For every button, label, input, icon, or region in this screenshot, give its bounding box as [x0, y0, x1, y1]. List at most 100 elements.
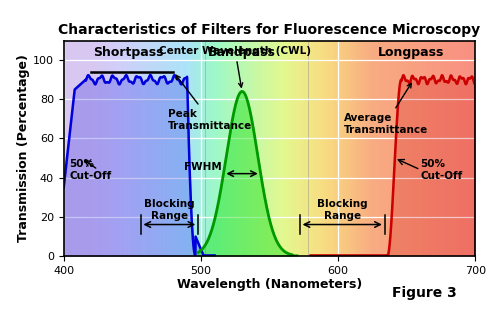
Bar — [229, 41, 231, 256]
Bar — [165, 41, 167, 256]
Bar — [411, 41, 413, 256]
Bar — [333, 41, 335, 256]
Bar — [326, 41, 328, 256]
Bar — [223, 41, 225, 256]
Bar — [283, 41, 285, 256]
Bar — [260, 41, 262, 256]
Bar — [148, 41, 150, 256]
Bar — [111, 41, 113, 256]
Bar — [105, 41, 107, 256]
Bar — [306, 41, 308, 256]
Bar — [378, 41, 380, 256]
Bar — [471, 41, 473, 256]
Bar — [287, 41, 289, 256]
Bar — [89, 41, 91, 256]
Bar — [308, 41, 310, 256]
Bar — [76, 41, 78, 256]
Bar — [70, 41, 72, 256]
Text: Longpass: Longpass — [378, 46, 444, 59]
Bar — [457, 41, 459, 256]
Bar — [403, 41, 405, 256]
Bar — [213, 41, 215, 256]
Bar — [376, 41, 378, 256]
Bar — [171, 41, 173, 256]
Bar — [219, 41, 221, 256]
Bar — [202, 41, 204, 256]
Bar — [279, 41, 281, 256]
Text: Figure 3: Figure 3 — [392, 285, 457, 300]
Bar — [328, 41, 331, 256]
Bar — [335, 41, 337, 256]
Bar — [153, 41, 155, 256]
Bar — [204, 41, 206, 256]
Bar — [436, 41, 438, 256]
Bar — [159, 41, 161, 256]
Bar — [362, 41, 364, 256]
Bar — [66, 41, 68, 256]
Bar — [196, 41, 198, 256]
Bar — [289, 41, 291, 256]
Bar — [107, 41, 109, 256]
Bar — [473, 41, 475, 256]
Bar — [184, 41, 186, 256]
Bar — [432, 41, 434, 256]
Bar — [200, 41, 202, 256]
Bar — [142, 41, 145, 256]
Bar — [442, 41, 444, 256]
Bar — [99, 41, 101, 256]
Text: Average
Transmittance: Average Transmittance — [343, 83, 428, 134]
Bar — [262, 41, 264, 256]
Bar — [93, 41, 95, 256]
Bar — [256, 41, 258, 256]
Bar — [78, 41, 80, 256]
Bar — [467, 41, 469, 256]
Bar — [211, 41, 213, 256]
Bar — [343, 41, 345, 256]
Bar — [391, 41, 392, 256]
Bar — [167, 41, 169, 256]
Bar — [331, 41, 333, 256]
Bar — [275, 41, 277, 256]
Bar — [347, 41, 349, 256]
Bar — [208, 41, 211, 256]
Bar — [405, 41, 407, 256]
Bar — [225, 41, 227, 256]
Bar — [233, 41, 235, 256]
Bar — [120, 41, 122, 256]
Bar — [192, 41, 194, 256]
Bar — [221, 41, 223, 256]
Bar — [434, 41, 436, 256]
Bar — [258, 41, 260, 256]
Text: 50%
Cut-Off: 50% Cut-Off — [69, 159, 111, 181]
Bar — [227, 41, 229, 256]
Text: Blocking
Range: Blocking Range — [317, 199, 368, 221]
Bar — [399, 41, 401, 256]
Bar — [173, 41, 175, 256]
Bar — [392, 41, 394, 256]
Bar — [235, 41, 238, 256]
Bar — [384, 41, 386, 256]
Bar — [134, 41, 136, 256]
Bar — [128, 41, 130, 256]
Bar — [277, 41, 279, 256]
Bar — [64, 41, 66, 256]
Bar — [138, 41, 140, 256]
Bar — [374, 41, 376, 256]
Bar — [419, 41, 421, 256]
Bar — [244, 41, 245, 256]
Bar — [463, 41, 465, 256]
Bar — [455, 41, 457, 256]
Bar — [461, 41, 463, 256]
Bar — [324, 41, 326, 256]
Bar — [186, 41, 188, 256]
Bar — [113, 41, 116, 256]
Bar — [194, 41, 196, 256]
Bar — [250, 41, 252, 256]
Bar — [407, 41, 409, 256]
Bar — [267, 41, 269, 256]
Bar — [116, 41, 118, 256]
Bar — [169, 41, 171, 256]
Bar — [86, 41, 89, 256]
Bar — [291, 41, 294, 256]
Bar — [91, 41, 93, 256]
